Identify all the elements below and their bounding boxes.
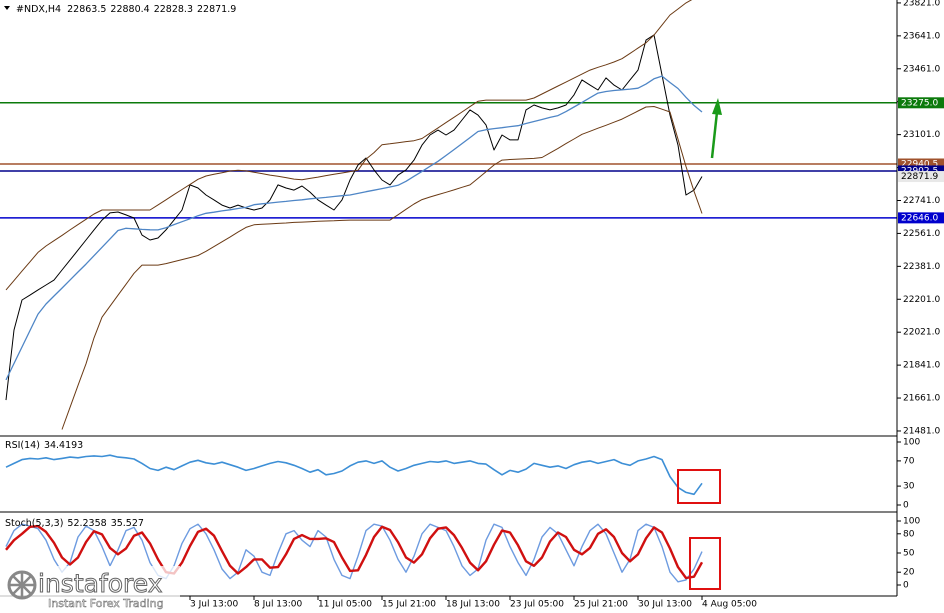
x-tick-label: 15 Jul 21:00	[382, 600, 436, 610]
chart-header: #NDX,H4 22863.5 22880.4 22828.3 22871.9	[16, 4, 236, 15]
logo-cross	[9, 572, 35, 598]
y-tick-label: 21841.0	[903, 361, 940, 371]
level-label-bg	[898, 212, 944, 224]
high: 22880.4	[110, 4, 149, 15]
y-tick-label: 22201.0	[903, 295, 940, 305]
y-tick-label: 22381.0	[903, 262, 940, 272]
series-line	[61, 106, 703, 430]
series-line	[5, 75, 703, 381]
close: 22871.9	[197, 4, 236, 15]
level-label: 23275.0	[901, 98, 938, 108]
y-tick-label: 22561.0	[903, 229, 940, 239]
y-tick-label: 100	[903, 438, 920, 448]
low: 22828.3	[154, 4, 193, 15]
x-tick-label: 25 Jul 21:00	[574, 600, 628, 610]
level-label-bg	[898, 97, 944, 109]
y-tick-label: 0	[903, 581, 909, 591]
watermark: instaforex Instant Forex Trading	[0, 566, 180, 613]
series-line	[5, 454, 703, 496]
y-tick-label: 20	[903, 568, 915, 578]
series-group	[5, 454, 703, 496]
rsi-value: 34.4193	[44, 440, 83, 451]
stoch-main: 52.2358	[67, 518, 106, 529]
level-label: 22940.5	[901, 159, 938, 169]
series-line	[5, 0, 693, 291]
y-tick-label: 0	[903, 501, 909, 511]
y-tick-label: 23461.0	[903, 64, 940, 74]
series-line	[5, 34, 703, 401]
price-label: 22871.9	[901, 172, 938, 182]
x-tick-label: 3 Jul 13:00	[190, 600, 239, 610]
y-tick-label: 70	[903, 456, 915, 466]
x-tick-label: 8 Jul 13:00	[254, 600, 303, 610]
y-tick-label: 22021.0	[903, 328, 940, 338]
level-label: 22646.0	[901, 213, 938, 223]
watermark-brand: instaforex	[38, 569, 163, 598]
x-tick-label: 11 Jul 05:00	[318, 600, 372, 610]
arrow-head	[712, 98, 722, 115]
stoch-header: Stoch(5,3,3) 52.2358 35.527	[5, 518, 144, 529]
x-tick-label: 30 Jul 13:00	[638, 600, 692, 610]
x-tick-label: 4 Aug 05:00	[702, 600, 757, 610]
y-tick-label: 100	[903, 517, 920, 527]
x-tick-label: 18 Jul 13:00	[446, 600, 500, 610]
x-tick-label: 23 Jul 05:00	[510, 600, 564, 610]
y-tick-label: 21661.0	[903, 394, 940, 404]
series-line	[5, 524, 704, 580]
y-tick-label: 22741.0	[903, 196, 940, 206]
y-tick-label: 30	[903, 482, 915, 492]
series-line	[5, 523, 703, 583]
symbol: #NDX,H4	[16, 4, 61, 15]
y-tick-label: 23641.0	[903, 31, 940, 41]
price-label-bg	[898, 171, 944, 183]
open: 22863.5	[67, 4, 106, 15]
arrow-shaft	[710, 111, 719, 159]
level-label-bg	[898, 165, 944, 177]
y-tick-label: 80	[903, 529, 915, 539]
stoch-signal: 35.527	[111, 518, 144, 529]
y-tick-label: 21481.0	[903, 426, 940, 436]
y-tick-label: 23101.0	[903, 130, 940, 140]
series-group	[5, 523, 704, 583]
watermark-tagline: Instant Forex Trading	[48, 597, 164, 610]
y-tick-label: 23821.0	[903, 0, 940, 8]
rsi-title: RSI(14)	[5, 440, 40, 451]
highlight-box	[677, 469, 721, 504]
y-tick-label: 50	[903, 549, 915, 559]
series-group	[0, 0, 897, 430]
highlight-box	[689, 537, 721, 590]
header-icon	[4, 6, 10, 10]
rsi-header: RSI(14) 34.4193	[5, 440, 83, 451]
level-label-bg	[898, 158, 944, 170]
annotations	[677, 98, 722, 590]
stoch-title: Stoch(5,3,3)	[5, 518, 63, 529]
